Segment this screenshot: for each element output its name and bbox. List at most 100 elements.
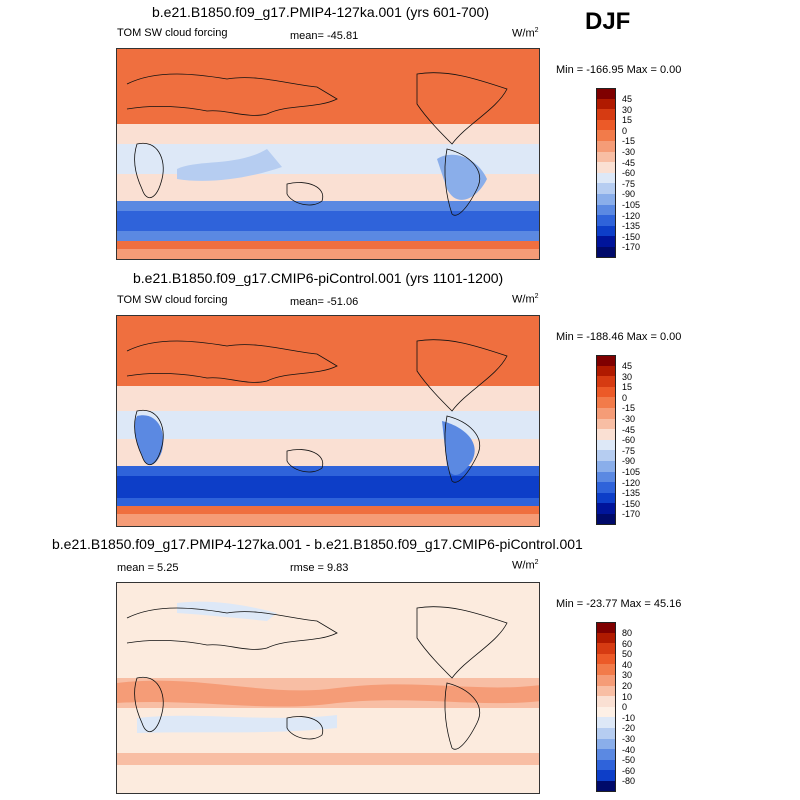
panel-3-units: W/m2 (512, 559, 539, 572)
colorbar-swatch (596, 151, 616, 163)
panel-3-colorbar-ticks: 80 60 50 40 30 20 10 0 -10 -20 -30 -40 -50 -60 -80 (622, 628, 635, 787)
colorbar-swatch (596, 664, 616, 675)
colorbar-tick-label: 20 (622, 680, 633, 691)
colorbar-tick-label: -30 (622, 413, 636, 424)
colorbar-tick-label: -105 (622, 199, 641, 210)
colorbar-tick-label: -15 (622, 403, 636, 414)
colorbar-tick-label: -15 (622, 136, 636, 147)
colorbar-swatch (596, 450, 616, 461)
colorbar-swatch (596, 759, 616, 771)
colorbar-tick-label: -20 (622, 723, 636, 734)
colorbar-swatch (596, 407, 616, 419)
colorbar-swatch (596, 98, 616, 110)
panel-3-title: b.e21.B1850.f09_g17.PMIP4-127ka.001 - b.… (52, 536, 583, 552)
colorbar-swatch (596, 503, 616, 514)
colorbar-swatch (596, 119, 616, 131)
colorbar-swatch (596, 386, 616, 398)
panel-1-colorbar (596, 88, 616, 258)
colorbar-swatch (596, 246, 616, 258)
panel-2-units: W/m2 (512, 293, 539, 306)
colorbar-tick-label: -75 (622, 445, 636, 456)
panel-2-title: b.e21.B1850.f09_g17.CMIP6-piControl.001 … (133, 270, 504, 286)
panel-1-mean: mean= -45.81 (290, 30, 359, 42)
panel-2-colorbar-ticks: 45 30 15 0 -15 -30 -45 -60 -75 -90 -105 -120 -135 -15… (622, 361, 640, 520)
colorbar-tick-label: -60 (622, 435, 636, 446)
colorbar-swatch (596, 429, 616, 440)
colorbar-tick-label: -40 (622, 744, 636, 755)
colorbar-tick-label: -75 (622, 178, 636, 189)
colorbar-tick-label: -30 (622, 733, 636, 744)
panel-2-variable: TOM SW cloud forcing (117, 294, 228, 306)
panel-1-minmax: Min = -166.95 Max = 0.00 (556, 64, 682, 76)
panel-2-colorbar (596, 355, 616, 525)
colorbar-swatch (596, 418, 616, 430)
colorbar-tick-label: -170 (622, 509, 641, 520)
colorbar-swatch (596, 172, 616, 184)
panel-3-colorbar (596, 622, 616, 792)
colorbar-swatch (596, 162, 616, 173)
colorbar-tick-label: -120 (622, 210, 641, 221)
panel-3-map (116, 582, 540, 794)
season-label: DJF (585, 8, 631, 35)
colorbar-swatch (596, 653, 616, 665)
colorbar-tick-label: 45 (622, 361, 633, 371)
colorbar-tick-label: 15 (622, 382, 633, 393)
colorbar-tick-label: 0 (622, 392, 628, 403)
colorbar-swatch (596, 183, 616, 194)
colorbar-swatch (596, 236, 616, 247)
colorbar-swatch (596, 130, 616, 141)
panel-1-title: b.e21.B1850.f09_g17.PMIP4-127ka.001 (yrs… (152, 4, 490, 20)
colorbar-swatch (596, 643, 616, 654)
panel-3-rmse: rmse = 9.83 (290, 562, 349, 574)
colorbar-swatch (596, 717, 616, 728)
colorbar-swatch (596, 109, 616, 120)
colorbar-swatch (596, 376, 616, 387)
colorbar-tick-label: -135 (622, 221, 641, 232)
colorbar-swatch (596, 738, 616, 750)
colorbar-tick-label: -60 (622, 168, 636, 179)
colorbar-tick-label: -50 (622, 755, 636, 766)
colorbar-swatch (596, 460, 616, 472)
panel-1-units: W/m2 (512, 27, 539, 40)
colorbar-swatch (596, 482, 616, 493)
colorbar-swatch (596, 439, 616, 451)
colorbar-swatch (596, 513, 616, 525)
colorbar-tick-label: 80 (622, 628, 633, 638)
colorbar-tick-label: 0 (622, 702, 628, 713)
colorbar-swatch (596, 492, 616, 504)
colorbar-tick-label: 0 (622, 125, 628, 136)
colorbar-swatch (596, 225, 616, 237)
colorbar-swatch (596, 215, 616, 226)
colorbar-tick-label: -45 (622, 157, 636, 168)
panel-1-colorbar-ticks: 45 30 15 0 -15 -30 -45 -60 -75 -90 -105 -120 -135 -15… (622, 94, 640, 253)
colorbar-swatch (596, 622, 616, 633)
colorbar-tick-label: -105 (622, 466, 641, 477)
colorbar-tick-label: -10 (622, 712, 636, 723)
colorbar-swatch (596, 685, 616, 697)
colorbar-swatch (596, 355, 616, 366)
colorbar-tick-label: -30 (622, 146, 636, 157)
colorbar-tick-label: -80 (622, 776, 636, 787)
panel-2-map (116, 315, 540, 527)
colorbar-tick-label: -90 (622, 189, 636, 200)
colorbar-tick-label: -150 (622, 231, 641, 242)
colorbar-tick-label: -120 (622, 477, 641, 488)
colorbar-swatch (596, 140, 616, 152)
panel-3-mean: mean = 5.25 (117, 562, 179, 574)
panel-1-map (116, 48, 540, 260)
colorbar-tick-label: 60 (622, 638, 633, 649)
colorbar-swatch (596, 780, 616, 792)
colorbar-swatch (596, 632, 616, 644)
colorbar-swatch (596, 706, 616, 718)
colorbar-tick-label: 40 (622, 659, 633, 670)
colorbar-tick-label: -60 (622, 765, 636, 776)
colorbar-tick-label: 30 (622, 104, 633, 115)
colorbar-swatch (596, 727, 616, 739)
colorbar-tick-label: -45 (622, 424, 636, 435)
colorbar-swatch (596, 749, 616, 760)
colorbar-swatch (596, 674, 616, 686)
colorbar-tick-label: 30 (622, 371, 633, 382)
colorbar-tick-label: 10 (622, 691, 633, 702)
colorbar-tick-label: 15 (622, 115, 633, 126)
panel-2-minmax: Min = -188.46 Max = 0.00 (556, 331, 682, 343)
